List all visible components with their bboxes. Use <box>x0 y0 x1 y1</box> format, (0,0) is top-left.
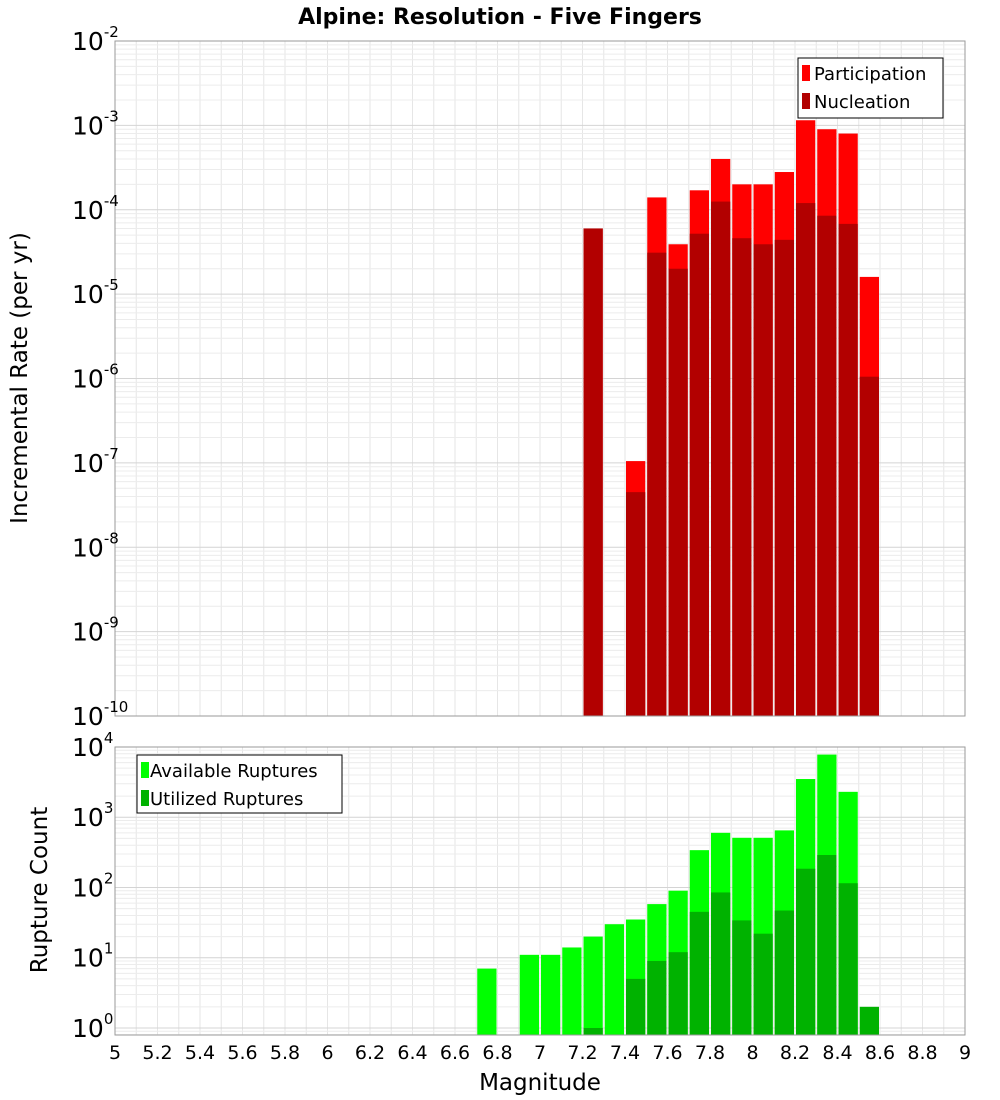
magnitude-x-tick-label: 6 <box>321 1042 333 1064</box>
rate-panel: 10-10 10-9 10-8 10-7 10-6 10-5 10-4 10-3 10-2 In… <box>7 23 966 731</box>
legend-label-utilized: Utilized Ruptures <box>150 789 303 810</box>
rupture-y-tick-label: 104 <box>72 729 113 762</box>
rate-legend: Participation Nucleation <box>797 57 944 119</box>
rate-bar-secondary <box>689 233 709 716</box>
rate-legend-box <box>797 57 944 119</box>
rate-y-tick-label: 10-5 <box>72 276 119 309</box>
rate-bar-secondary <box>817 215 837 717</box>
rupture-y-tick-label: 103 <box>72 799 113 832</box>
rate-bar-secondary <box>732 238 752 716</box>
rupture-y-tick-label: 100 <box>72 1010 113 1043</box>
rupture-bar-primary <box>583 936 603 1035</box>
rate-bar-secondary <box>753 244 773 717</box>
rupture-y-ticks: 100 101 102 103 104 <box>72 729 113 1043</box>
rate-y-ticks: 10-10 10-9 10-8 10-7 10-6 10-5 10-4 10-3 10-2 <box>72 23 128 731</box>
rupture-bar-secondary <box>711 892 731 1035</box>
rate-y-tick-label: 10-7 <box>72 445 119 478</box>
rate-bar-secondary <box>711 201 731 716</box>
legend-label-participation: Participation <box>814 64 926 85</box>
magnitude-x-tick-label: 8 <box>746 1042 758 1064</box>
rate-y-tick-label: 10-6 <box>72 361 119 394</box>
rupture-bar-secondary <box>753 933 773 1035</box>
magnitude-x-tick-label: 7.4 <box>610 1042 640 1064</box>
magnitude-x-tick-label: 5.8 <box>270 1042 300 1064</box>
rate-bar-secondary <box>859 376 879 716</box>
rupture-y-axis-label: Rupture Count <box>27 807 53 973</box>
legend-swatch-participation <box>802 65 810 81</box>
rupture-bar-secondary <box>647 960 667 1035</box>
magnitude-x-tick-label: 5.6 <box>227 1042 257 1064</box>
legend-label-available: Available Ruptures <box>150 761 318 782</box>
rupture-bar-secondary <box>732 920 752 1035</box>
magnitude-x-ticks: 5 5.2 5.4 5.6 5.8 6 6.2 6.4 6.6 6.8 7 7.2 7.4 7.6 7.8 8… <box>109 1042 971 1064</box>
rate-y-tick-label: 10-9 <box>72 614 119 647</box>
rate-bar-secondary <box>583 228 603 716</box>
magnitude-x-tick-label: 7 <box>534 1042 546 1064</box>
rate-bar-secondary <box>796 203 816 716</box>
rate-bar-secondary <box>668 268 688 716</box>
rupture-legend: Available Ruptures Utilized Ruptures <box>136 754 343 814</box>
magnitude-x-tick-label: 6.4 <box>397 1042 427 1064</box>
rupture-bar-secondary <box>817 855 837 1035</box>
magnitude-x-tick-label: 5.2 <box>142 1042 172 1064</box>
magnitude-x-tick-label: 6.6 <box>440 1042 470 1064</box>
rupture-bar-primary <box>562 947 582 1035</box>
chart-title: Alpine: Resolution - Five Fingers <box>298 5 702 30</box>
legend-swatch-nucleation <box>802 93 810 109</box>
rate-bar-secondary <box>626 492 646 716</box>
legend-swatch-available <box>141 762 149 778</box>
magnitude-x-tick-label: 7.8 <box>695 1042 725 1064</box>
magnitude-x-tick-label: 8.8 <box>907 1042 937 1064</box>
rate-bar-secondary <box>838 223 858 716</box>
rate-y-axis-label: Incremental Rate (per yr) <box>7 232 33 524</box>
rate-bars <box>583 120 879 717</box>
rupture-count-panel: 100 101 102 103 104 5 5.2 5.4 5.6 5.8 6 6.2 6.4 6.6 6… <box>27 729 971 1096</box>
magnitude-x-tick-label: 8.2 <box>780 1042 810 1064</box>
rate-y-tick-label: 10-10 <box>72 698 128 731</box>
rupture-bar-secondary <box>859 1006 879 1035</box>
rupture-y-tick-label: 101 <box>72 940 113 973</box>
magnitude-x-tick-label: 5.4 <box>185 1042 215 1064</box>
magnitude-x-tick-label: 7.6 <box>652 1042 682 1064</box>
rupture-bar-primary <box>604 924 624 1035</box>
rate-grid <box>114 40 966 717</box>
magnitude-x-tick-label: 8.6 <box>865 1042 895 1064</box>
rupture-bar-primary <box>477 968 497 1035</box>
rupture-legend-box <box>136 754 343 814</box>
magnitude-x-tick-label: 8.4 <box>822 1042 852 1064</box>
rate-plot-frame <box>114 40 966 717</box>
rupture-bar-primary <box>519 954 539 1035</box>
rate-bar-secondary <box>774 239 794 716</box>
rate-y-tick-label: 10-8 <box>72 529 119 562</box>
magnitude-x-axis-label: Magnitude <box>479 1070 601 1096</box>
magnitude-x-tick-label: 9 <box>959 1042 971 1064</box>
rupture-plot-frame <box>114 746 966 1036</box>
rupture-bar-secondary <box>583 1027 603 1035</box>
rate-bar-secondary <box>647 252 667 716</box>
rate-y-tick-label: 10-3 <box>72 107 119 140</box>
legend-label-nucleation: Nucleation <box>814 92 910 113</box>
legend-swatch-utilized <box>141 790 149 806</box>
magnitude-x-tick-label: 5 <box>109 1042 121 1064</box>
rupture-bar-secondary <box>838 883 858 1035</box>
rupture-bar-secondary <box>796 868 816 1035</box>
rupture-bar-secondary <box>626 978 646 1035</box>
rate-y-tick-label: 10-4 <box>72 192 119 225</box>
magnitude-x-tick-label: 6.2 <box>355 1042 385 1064</box>
rupture-bar-primary <box>541 954 561 1035</box>
rupture-bars <box>477 754 879 1035</box>
magnitude-x-tick-label: 6.8 <box>482 1042 512 1064</box>
rupture-bar-secondary <box>774 910 794 1035</box>
rupture-bar-secondary <box>668 952 688 1035</box>
rupture-bar-secondary <box>689 911 709 1035</box>
rupture-y-tick-label: 102 <box>72 869 113 902</box>
magnitude-x-tick-label: 7.2 <box>567 1042 597 1064</box>
rate-y-tick-label: 10-2 <box>72 23 119 56</box>
